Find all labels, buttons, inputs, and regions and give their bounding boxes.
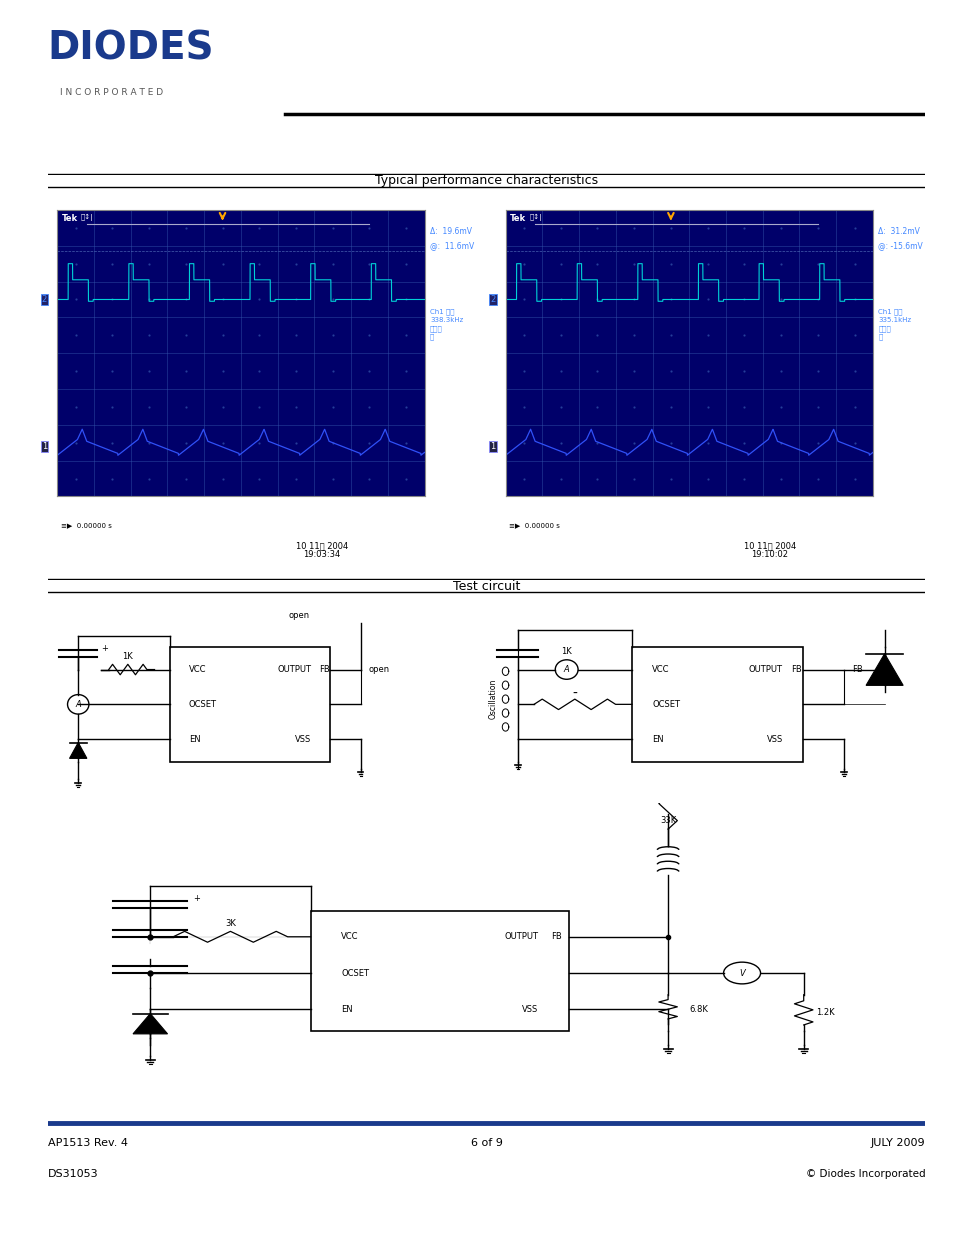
Text: Δ:  31.2mV: Δ: 31.2mV bbox=[878, 227, 920, 236]
Polygon shape bbox=[865, 653, 902, 685]
Text: @: -15.6mV: @: -15.6mV bbox=[878, 241, 923, 251]
Text: 6.8K: 6.8K bbox=[689, 1005, 708, 1014]
Text: DS31053: DS31053 bbox=[48, 1168, 98, 1179]
Text: 2: 2 bbox=[490, 295, 495, 304]
Text: EN: EN bbox=[652, 735, 663, 743]
Text: EN: EN bbox=[189, 735, 200, 743]
Text: FB: FB bbox=[551, 932, 561, 941]
Bar bbox=[631, 647, 802, 762]
Text: open: open bbox=[368, 664, 389, 674]
Text: 6 of 9: 6 of 9 bbox=[470, 1137, 502, 1147]
Text: V: V bbox=[739, 968, 744, 978]
Text: 2: 2 bbox=[42, 295, 47, 304]
Text: 停↕|: 停↕| bbox=[81, 214, 93, 221]
Text: 10 11月 2004: 10 11月 2004 bbox=[743, 541, 796, 551]
Text: ≡▶  0.00000 s: ≡▶ 0.00000 s bbox=[61, 522, 112, 527]
Text: open: open bbox=[289, 611, 310, 620]
Text: 19:10:02: 19:10:02 bbox=[751, 551, 788, 559]
Text: ≡▶  0.00000 s: ≡▶ 0.00000 s bbox=[509, 522, 559, 527]
Text: Tek: Tek bbox=[510, 215, 526, 224]
Text: JULY 2009: JULY 2009 bbox=[870, 1137, 924, 1147]
Text: Test circuit: Test circuit bbox=[453, 580, 519, 593]
Polygon shape bbox=[132, 1014, 168, 1034]
Text: 1K: 1K bbox=[122, 652, 133, 661]
Text: 1.2K: 1.2K bbox=[815, 1008, 834, 1018]
Text: M 1.00μs  A  Ch1  ↑  11.2mV: M 1.00μs A Ch1 ↑ 11.2mV bbox=[718, 503, 808, 508]
Text: 1: 1 bbox=[490, 442, 495, 451]
Text: Typical performance characteristics: Typical performance characteristics bbox=[375, 174, 598, 186]
Text: Ch1  20.0mV∕∕Ch2  5.00 V: Ch1 20.0mV∕∕Ch2 5.00 V bbox=[509, 503, 590, 508]
Text: © Diodes Incorporated: © Diodes Incorporated bbox=[805, 1168, 924, 1179]
Text: +: + bbox=[101, 645, 108, 653]
Text: FB: FB bbox=[851, 664, 862, 674]
Text: VSS: VSS bbox=[522, 1005, 538, 1014]
Text: A: A bbox=[75, 700, 81, 709]
Text: AP1513 Rev. 4: AP1513 Rev. 4 bbox=[48, 1137, 128, 1147]
Text: OCSET: OCSET bbox=[189, 700, 216, 709]
Bar bbox=[170, 647, 330, 762]
Text: OCSET: OCSET bbox=[341, 968, 369, 978]
Text: OUTPUT: OUTPUT bbox=[276, 664, 311, 674]
Text: VCC: VCC bbox=[341, 932, 358, 941]
Text: 19:03:34: 19:03:34 bbox=[303, 551, 340, 559]
Text: VSS: VSS bbox=[765, 735, 781, 743]
Text: @:  11.6mV: @: 11.6mV bbox=[430, 241, 474, 251]
Text: 1K: 1K bbox=[560, 647, 572, 656]
Text: Ch1  20.0mV∕∕Ch2  5.00 V: Ch1 20.0mV∕∕Ch2 5.00 V bbox=[61, 503, 142, 508]
Text: DIODES: DIODES bbox=[48, 30, 214, 68]
Text: Oscillation: Oscillation bbox=[488, 679, 497, 719]
Text: VSS: VSS bbox=[294, 735, 311, 743]
Text: 3K: 3K bbox=[225, 919, 235, 927]
Text: Tek: Tek bbox=[62, 215, 78, 224]
Text: FB: FB bbox=[790, 664, 801, 674]
Text: I N C O R P O R A T E D: I N C O R P O R A T E D bbox=[59, 88, 163, 96]
Text: OCSET: OCSET bbox=[652, 700, 679, 709]
Text: FB: FB bbox=[318, 664, 329, 674]
Text: OUTPUT: OUTPUT bbox=[504, 932, 538, 941]
Text: VCC: VCC bbox=[189, 664, 206, 674]
Bar bbox=[311, 911, 569, 1031]
Text: OUTPUT: OUTPUT bbox=[748, 664, 781, 674]
Text: M 1.00μs  A  Ch1  ↑  11.2mV: M 1.00μs A Ch1 ↑ 11.2mV bbox=[270, 503, 360, 508]
Text: Δ:  19.6mV: Δ: 19.6mV bbox=[430, 227, 472, 236]
Text: Ch1 频率
338.3kHz
低频幅
模: Ch1 频率 338.3kHz 低频幅 模 bbox=[430, 309, 463, 341]
Text: 10 11月 2004: 10 11月 2004 bbox=[295, 541, 348, 551]
Text: VCC: VCC bbox=[652, 664, 669, 674]
Text: Ch1 频率
335.1kHz
低频幅
模: Ch1 频率 335.1kHz 低频幅 模 bbox=[878, 309, 910, 341]
Text: A: A bbox=[563, 664, 569, 674]
Text: -: - bbox=[572, 687, 577, 701]
Text: 33K: 33K bbox=[659, 816, 676, 825]
Text: 停↕|: 停↕| bbox=[529, 214, 541, 221]
Polygon shape bbox=[70, 742, 87, 758]
Text: 1: 1 bbox=[42, 442, 47, 451]
Text: EN: EN bbox=[341, 1005, 353, 1014]
Text: +: + bbox=[193, 894, 200, 903]
